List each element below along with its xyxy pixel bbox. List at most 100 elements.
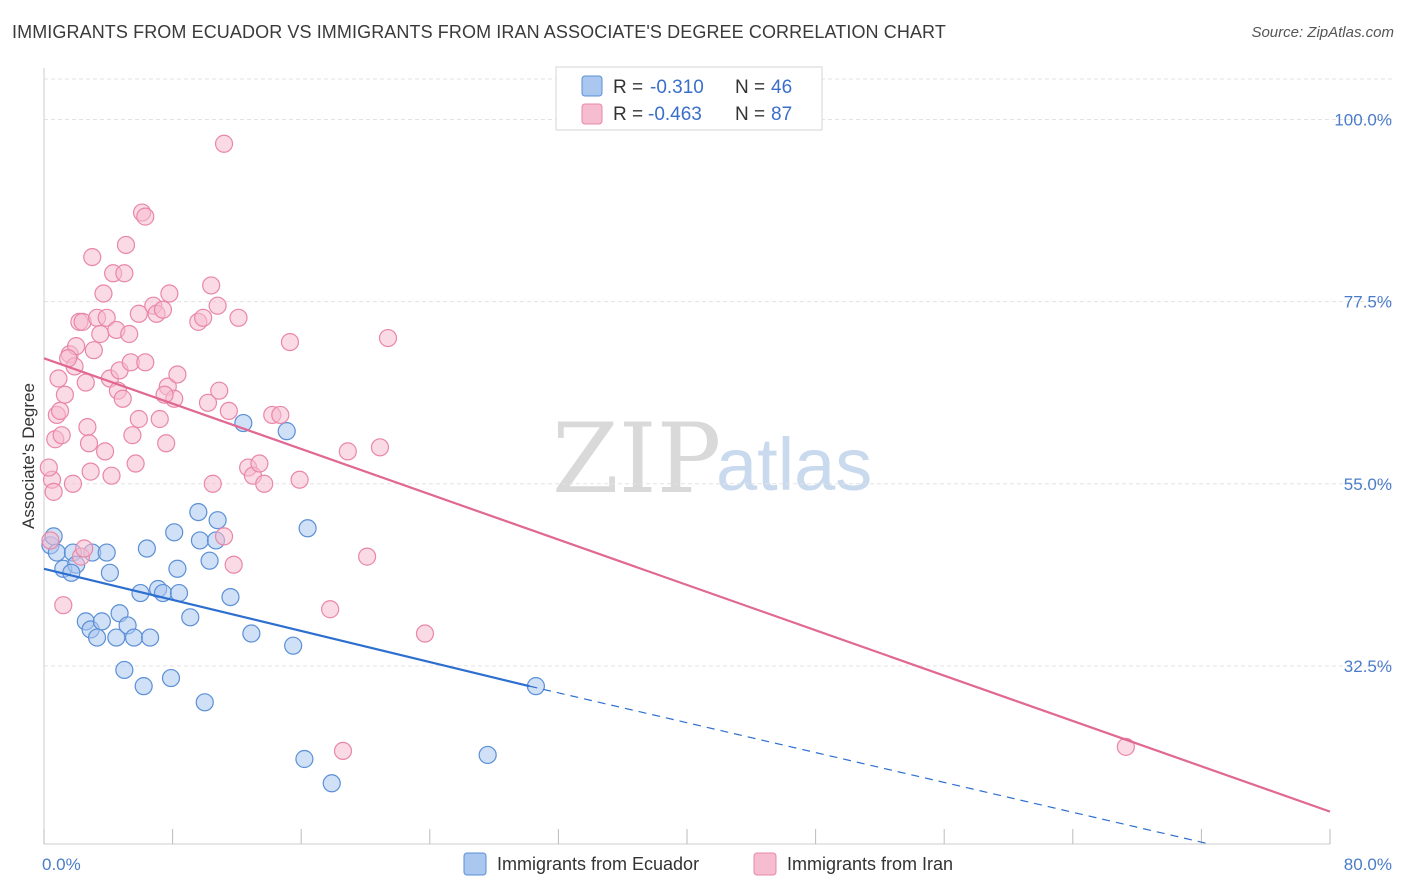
iran-point [113,389,132,408]
ecuador-point [87,628,107,647]
iran-point [126,454,145,473]
ecuador-point [134,677,153,696]
ecuador-point [137,539,156,558]
iran-point [44,482,63,501]
iran-point [229,308,248,327]
iran-point [1116,737,1135,756]
iran-point [129,304,148,323]
iran-point [120,324,139,344]
ecuador-point [124,628,144,647]
ecuador-point [221,587,240,607]
legend-swatch-ecuador [581,75,603,97]
y-tick-labels: 32.5% 55.0% 77.5% 100.0% [1334,110,1392,675]
iran-point [415,624,435,643]
legend-n-label-ecuador: N = [735,77,765,98]
iran-point [115,264,134,283]
ecuador-point [168,559,187,578]
iran-point [83,247,102,267]
iran-point [321,600,340,619]
legend-r-label-ecuador: R = [613,77,643,98]
ecuador-point [165,523,184,542]
iran-point [194,308,213,327]
iran-point [280,332,300,352]
ecuador-point [100,563,120,582]
watermark-zip: ZIP [552,403,721,515]
iran-point [250,454,269,473]
iran-point [370,438,390,457]
iran-point [79,434,99,453]
grid-lines [44,78,1392,667]
legend-r-value-iran: -0.463 [648,104,702,125]
legend-n-label-iran: N = [735,104,765,125]
legend-r-label-iran: R = [613,104,643,125]
iran-point [136,353,155,372]
iran-point [168,365,187,384]
iran-point [97,308,116,327]
iran-point [210,381,229,400]
ecuador-point [208,511,227,530]
top-legend: R = -0.310 N = 46 R = -0.463 N = 87 [555,66,823,131]
iran-point [214,134,234,153]
ecuador-point [295,749,314,769]
ecuador-point [189,502,208,522]
trend-lines [43,357,1331,845]
iran-point [202,276,221,295]
y-tick-label: 100.0% [1334,110,1392,129]
ecuador-point [298,519,317,538]
bottom-legend-label-iran: Immigrants from Iran [787,854,953,874]
series-ecuador-points [41,413,545,793]
iran-point [49,369,68,388]
iran-point [208,296,227,315]
y-tick-label: 77.5% [1344,293,1392,312]
y-tick-label: 55.0% [1344,475,1392,494]
iran-point [224,555,243,574]
bottom-legend: Immigrants from Ecuador Immigrants from … [463,852,953,876]
ecuador-point [195,693,214,712]
iran-point [41,531,60,550]
iran-point [214,527,234,546]
legend-n-value-ecuador: 46 [771,77,792,98]
chart-title: IMMIGRANTS FROM ECUADOR VS IMMIGRANTS FR… [12,22,946,42]
ecuador-point [92,612,111,631]
iran-point [290,470,309,489]
iran-point [123,426,142,445]
iran-point [81,462,100,481]
iran-point [52,426,71,445]
chart-source: Source: ZipAtlas.com [1251,24,1394,41]
x-tick-label-min: 0.0% [42,855,81,874]
iran-point [378,328,398,348]
iran-point [338,442,357,461]
iran-point [153,300,173,319]
iran-point [76,373,95,392]
iran-point [94,284,113,303]
iran-point [39,458,58,477]
iran-point [75,539,94,558]
iran-point [358,547,377,566]
ecuador-point [140,628,160,647]
y-axis-title: Associate's Degree [19,383,38,529]
iran-point [150,409,169,429]
y-tick-label: 32.5% [1344,657,1392,676]
ecuador-point [190,531,210,550]
x-tick-label-max: 80.0% [1344,855,1392,874]
iran-point [95,442,115,461]
iran-point [63,474,83,493]
iran-point [55,385,74,404]
iran-point [91,324,110,344]
iran-point [78,417,97,437]
iran-point [219,401,238,421]
bottom-legend-label-ecuador: Immigrants from Ecuador [497,854,699,874]
ecuador-point [115,660,134,680]
iran-point [136,207,155,226]
x-ticks [43,829,1331,844]
ecuador-point [478,745,497,765]
trend-line-ecuador [43,567,530,688]
iran-point [198,393,218,412]
legend-r-value-ecuador: -0.310 [650,77,704,98]
iran-point [102,466,121,485]
ecuador-point [200,551,219,570]
ecuador-point [107,628,126,647]
ecuador-point [181,608,200,627]
watermark-atlas: atlas [716,423,872,506]
iran-point [203,474,222,493]
